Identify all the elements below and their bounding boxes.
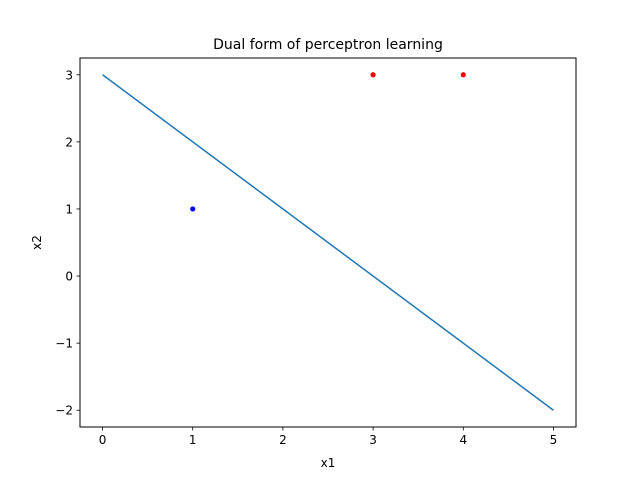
y-tick-label: 0 [65,270,73,284]
chart-title: Dual form of perceptron learning [213,37,443,53]
x-tick-label: 4 [459,433,467,447]
data-point-0-0 [370,72,376,78]
plot-frame [79,57,577,428]
y-tick-label: −1 [55,337,73,351]
y-tick-label: 1 [65,202,73,216]
x-axis-label: x1 [321,456,336,470]
x-axis: 0 1 2 3 4 5 [99,427,558,447]
x-tick-label: 3 [369,433,377,447]
y-tick-label: −2 [55,404,73,418]
x-tick-label: 2 [279,433,287,447]
y-tick-label: 2 [65,135,73,149]
series-line-2 [102,74,554,411]
plot-area [102,72,554,411]
x-tick-label: 1 [189,433,197,447]
data-point-0-1 [460,72,466,78]
y-axis: −2 −1 0 1 2 3 [55,68,80,418]
x-tick-label: 0 [99,433,107,447]
x-tick-label: 5 [550,433,558,447]
data-point-1-0 [190,206,196,212]
y-tick-label: 3 [65,68,73,82]
y-axis-label: x2 [30,235,44,250]
